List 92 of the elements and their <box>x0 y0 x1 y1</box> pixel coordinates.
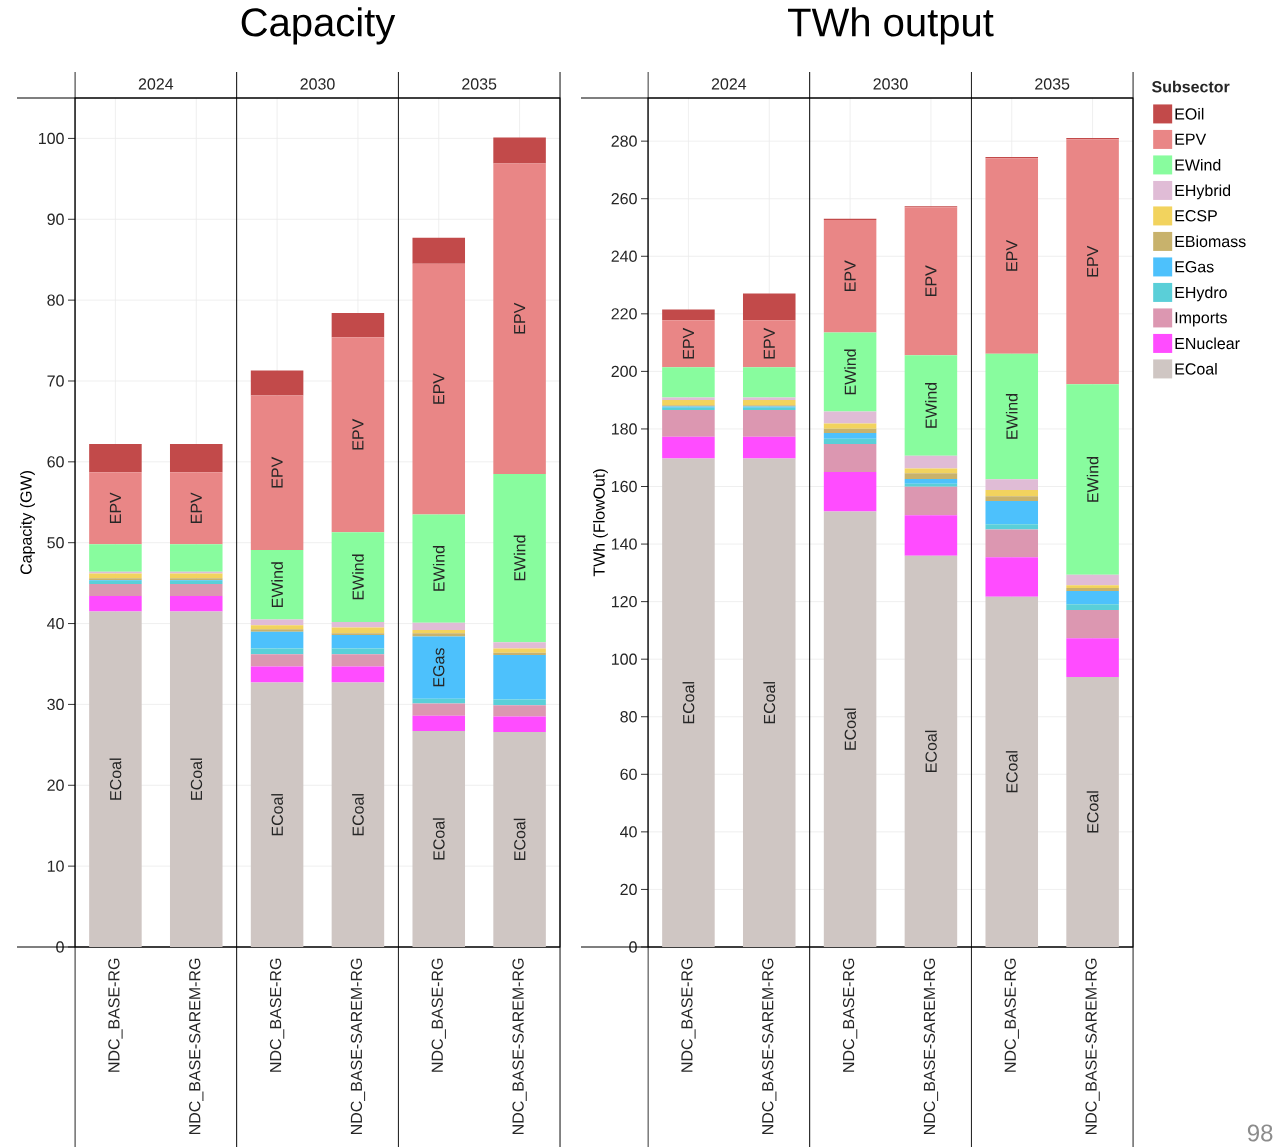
y-tick-label: 80 <box>620 711 637 723</box>
text: ECoal <box>682 682 695 724</box>
legend-label: EHydro <box>1175 286 1227 302</box>
text: EPV <box>682 327 694 359</box>
x-tick-label: NDC_BASE-SAREM-RG <box>1085 958 1100 1135</box>
series-label: EWind <box>271 562 283 607</box>
x-tick-label: NDC_BASE-SAREM-RG <box>762 958 777 1135</box>
legend-label: EPV <box>1175 133 1207 145</box>
legend-title: Subsector <box>1151 80 1230 93</box>
text: ECoal <box>1005 751 1018 793</box>
text: 2024 <box>711 78 747 90</box>
y-tick-label: 40 <box>47 617 64 630</box>
text: ECoal <box>844 708 856 750</box>
y-tick-label: 100 <box>612 653 637 665</box>
x-tick-label: NDC_BASE-SAREM-RG <box>189 958 204 1134</box>
text: ECoal <box>432 818 445 860</box>
y-axis-title: TWh (FlowOut) <box>593 469 608 577</box>
legend-label: ECoal <box>1175 362 1217 375</box>
series-label: EPV <box>109 492 121 524</box>
legend-label: Imports <box>1175 312 1227 327</box>
text: EPV <box>190 492 202 524</box>
chart-title: Capacity <box>241 7 396 45</box>
y-tick-label: 260 <box>611 193 637 205</box>
text: EPV <box>514 302 526 334</box>
y-tick-label: 100 <box>39 132 64 145</box>
x-tick-label: NDC_BASE-RG <box>108 958 123 1072</box>
text: ECoal <box>763 682 776 724</box>
x-tick-label: NDC_BASE-RG <box>269 958 285 1072</box>
x-tick-label: NDC_BASE-RG <box>681 958 696 1072</box>
y-tick-label: 90 <box>47 213 64 225</box>
text: EPV <box>844 260 856 291</box>
text: EPV <box>352 418 364 450</box>
y-tick-label: 10 <box>47 860 64 872</box>
series-label: EGas <box>433 648 445 687</box>
y-tick-label: 60 <box>620 768 637 780</box>
text: EWind <box>352 554 364 600</box>
text: ECoal <box>513 818 526 860</box>
x-tick-label: NDC_BASE-SAREM-RG <box>923 958 939 1135</box>
text: EPV <box>271 456 283 488</box>
y-tick-label: 20 <box>47 779 64 791</box>
text: EWind <box>844 349 856 395</box>
text: 2030 <box>300 78 335 90</box>
text: EWind <box>925 382 937 428</box>
x-tick-label: NDC_BASE-RG <box>431 958 446 1072</box>
text: EPV <box>433 373 445 404</box>
text: EWind <box>1086 457 1099 502</box>
text: EWind <box>513 535 526 581</box>
y-tick-label: 180 <box>612 423 637 435</box>
y-tick-label: 200 <box>611 365 637 378</box>
text: EPV <box>1006 240 1018 271</box>
legend-label: ENuclear <box>1175 337 1240 350</box>
x-tick-label: NDC_BASE-RG <box>842 958 858 1072</box>
legend-label: EBiomass <box>1175 235 1246 248</box>
chart-title: TWh output <box>788 7 994 45</box>
text: EPV <box>1087 245 1099 277</box>
text: 2024 <box>138 78 174 90</box>
series-label: ECoal <box>352 794 364 836</box>
x-tick-label: NDC_BASE-RG <box>1004 958 1019 1072</box>
y-tick-label: 40 <box>620 826 637 838</box>
text: ECoal <box>190 758 203 800</box>
text: EPV <box>763 327 775 359</box>
y-tick-label: 160 <box>612 480 637 493</box>
text: EWind <box>1005 394 1018 439</box>
text: ECoal <box>925 730 937 772</box>
y-tick-label: 70 <box>47 375 64 387</box>
y-tick-label: 280 <box>611 135 637 147</box>
y-tick-label: 140 <box>612 538 637 550</box>
y-tick-label: 60 <box>47 456 64 468</box>
text: 98 <box>1247 1124 1273 1142</box>
text: 2030 <box>873 78 908 90</box>
x-tick-label: NDC_BASE-SAREM-RG <box>350 958 366 1134</box>
text: ECoal <box>109 758 122 800</box>
text: ECoal <box>271 794 283 836</box>
y-axis-title: Capacity (GW) <box>20 471 35 575</box>
y-tick-label: 80 <box>47 294 64 306</box>
y-tick-label: 220 <box>611 308 637 320</box>
y-tick-label: 120 <box>612 595 637 608</box>
text: ECoal <box>1086 791 1099 833</box>
legend-label: EGas <box>1175 261 1214 273</box>
legend-label: ECSP <box>1175 210 1217 222</box>
text: EPV <box>925 265 937 296</box>
y-tick-label: 240 <box>611 250 637 262</box>
y-tick-label: 50 <box>47 537 64 549</box>
legend-label: EHybrid <box>1175 184 1231 200</box>
legend-label: EOil <box>1175 107 1204 120</box>
legend-label: EWind <box>1175 158 1221 171</box>
text: EWind <box>432 546 445 591</box>
y-tick-label: 20 <box>620 883 637 896</box>
y-tick-label: 30 <box>47 698 64 711</box>
text: 2035 <box>462 78 497 90</box>
text: 2035 <box>1035 78 1070 90</box>
x-tick-label: NDC_BASE-SAREM-RG <box>512 958 527 1134</box>
